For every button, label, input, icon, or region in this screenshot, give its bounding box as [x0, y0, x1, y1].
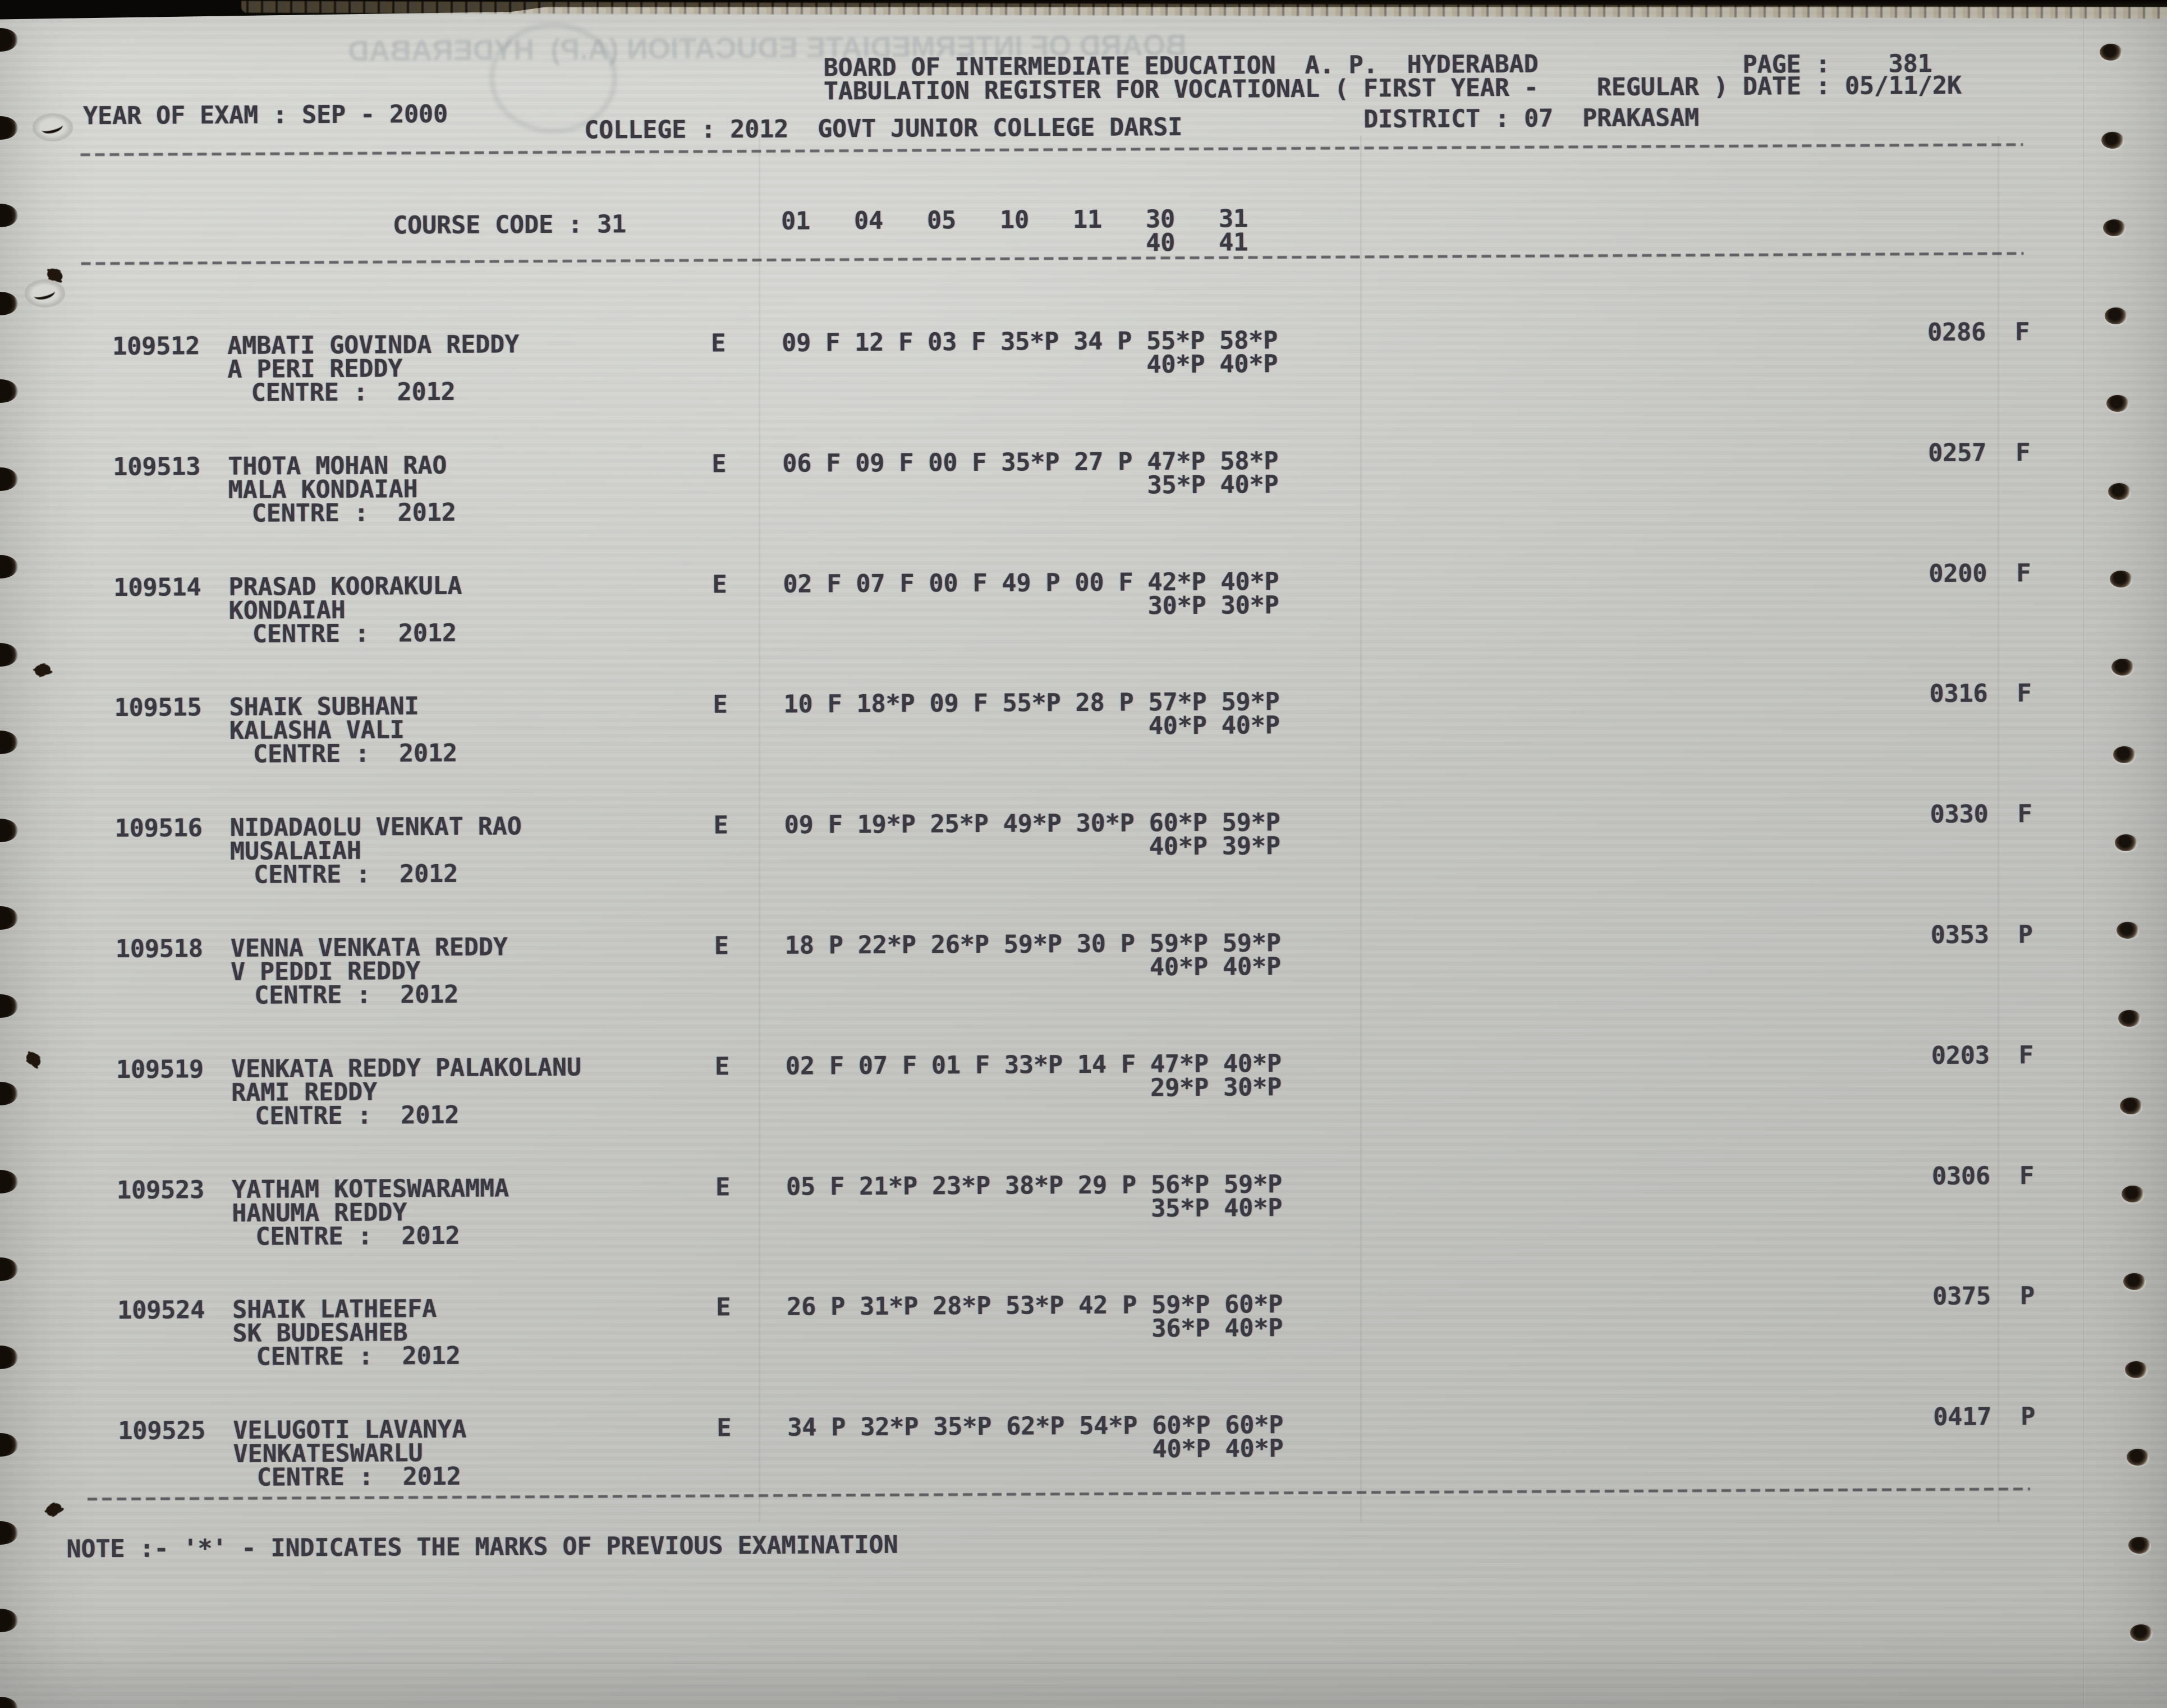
centre-line: CENTRE : 2012: [255, 1101, 460, 1131]
marks-line-2: 35*P 40*P: [1147, 470, 1279, 500]
punch-hole: [2130, 1624, 2152, 1641]
marks-line-2: 29*P 30*P: [1150, 1073, 1282, 1103]
medium-code: E: [716, 1293, 731, 1322]
medium-code: E: [715, 1173, 731, 1202]
table-row: 109523 YATHAM KOTESWARAMMA E 05 F 21*P 2…: [2, 1161, 2167, 1300]
centre-line: CENTRE : 2012: [255, 1222, 460, 1251]
table-row: 109516 NIDADAOLU VENKAT RAO E 09 F 19*P …: [0, 800, 2167, 938]
marks-line-2: 30*P 30*P: [1147, 591, 1279, 620]
register-number: 109523: [117, 1176, 205, 1205]
table-row: 109519 VENKATA REDDY PALAKOLANU E 02 F 0…: [1, 1041, 2167, 1179]
register-number: 109515: [114, 694, 202, 723]
punch-hole: [2105, 307, 2127, 324]
punch-hole: [2117, 922, 2139, 939]
subject-codes-row2: 40 41: [1146, 228, 1248, 258]
marks-line-2: 40*P 40*P: [1146, 350, 1278, 379]
total-result: 0200 F: [1929, 559, 2031, 588]
medium-code: E: [711, 450, 727, 479]
punch-hole: [2110, 571, 2132, 587]
table-row: 109513 THOTA MOHAN RAO E 06 F 09 F 00 F …: [0, 439, 2165, 577]
table-row: 109525 VELUGOTI LAVANYA E 34 P 32*P 35*P…: [3, 1403, 2167, 1541]
medium-code: E: [713, 811, 728, 840]
centre-line: CENTRE : 2012: [251, 498, 456, 528]
punch-hole: [2113, 746, 2136, 763]
total-result: 0330 F: [1930, 800, 2032, 829]
centre-line: CENTRE : 2012: [254, 860, 458, 889]
bleedthrough-emblem: [489, 22, 617, 134]
punch-hole: [2123, 1273, 2146, 1290]
register-number: 109513: [113, 453, 201, 481]
centre-line: CENTRE : 2012: [251, 378, 456, 407]
printout-paper: BOARD OF INTERMEDIATE EDUCATION (A.P) HY…: [0, 7, 2167, 1708]
marks-line-2: 35*P 40*P: [1151, 1193, 1283, 1223]
table-row: 109518 VENNA VENKATA REDDY E 18 P 22*P 2…: [1, 921, 2167, 1059]
district-line: DISTRICT : 07 PRAKASAM: [1363, 104, 1700, 134]
punch-hole: [2125, 1361, 2147, 1378]
marks-line-2: 40*P 40*P: [1148, 711, 1280, 741]
punch-hole: [2106, 395, 2129, 412]
centre-line: CENTRE : 2012: [256, 1463, 461, 1492]
total-result: 0257 F: [1928, 438, 2031, 467]
medium-code: E: [711, 329, 726, 358]
medium-code: E: [717, 1414, 732, 1443]
torn-punch-hole: [25, 279, 65, 307]
college-line: COLLEGE : 2012 GOVT JUNIOR COLLEGE DARSI: [584, 113, 1183, 145]
separator-line: [81, 252, 2024, 265]
punch-hole: [2122, 1185, 2144, 1202]
bleedthrough-rule: [759, 136, 760, 1522]
paper-fold-crease: [0, 1663, 2167, 1665]
punch-hole: [2127, 1449, 2149, 1466]
medium-code: E: [714, 932, 729, 961]
medium-code: E: [712, 570, 727, 599]
centre-line: CENTRE : 2012: [254, 980, 459, 1010]
punch-hole: [2108, 483, 2131, 500]
register-number: 109518: [115, 935, 204, 964]
total-result: 0353 P: [1930, 921, 2033, 950]
year-of-exam: YEAR OF EXAM : SEP - 2000: [83, 100, 448, 131]
marks-line-2: 40*P 39*P: [1149, 832, 1281, 861]
punch-hole: [2118, 1009, 2141, 1027]
total-result: 0286 F: [1927, 318, 2030, 347]
total-result: 0306 F: [1931, 1161, 2035, 1191]
register-number: 109525: [118, 1417, 206, 1446]
table-row: 109512 AMBATI GOVINDA REDDY E 09 F 12 F …: [0, 318, 2165, 456]
punch-hole: [2103, 219, 2125, 236]
centre-line: CENTRE : 2012: [256, 1342, 461, 1372]
note-line: NOTE :- '*' - INDICATES THE MARKS OF PRE…: [66, 1531, 898, 1564]
bleedthrough-rule: [1998, 136, 1999, 1522]
punch-hole: [2115, 834, 2137, 851]
register-number: 109519: [116, 1055, 204, 1084]
centre-line: CENTRE : 2012: [252, 740, 458, 769]
marks-line-2: 36*P 40*P: [1151, 1314, 1283, 1343]
total-result: 0316 F: [1929, 679, 2032, 709]
table-row: 109514 PRASAD KOORAKULA E 02 F 07 F 00 F…: [0, 559, 2166, 697]
register-number: 109524: [117, 1296, 205, 1325]
punch-hole: [2120, 1098, 2142, 1114]
total-result: 0203 F: [1931, 1041, 2034, 1070]
register-number: 109516: [114, 814, 203, 843]
sprocket-strip-crease: [2083, 7, 2085, 1708]
punch-hole: [2111, 658, 2134, 676]
separator-line: [80, 143, 2023, 157]
total-result: 0417 P: [1933, 1403, 2036, 1432]
marks-line-2: 40*P 40*P: [1152, 1435, 1284, 1464]
total-result: 0375 P: [1932, 1282, 2035, 1311]
table-row: 109515 SHAIK SUBHANI E 10 F 18*P 09 F 55…: [0, 679, 2167, 818]
table-row: 109524 SHAIK LATHEEFA E 26 P 31*P 28*P 5…: [2, 1283, 2167, 1420]
course-code-line: COURSE CODE : 31: [393, 210, 627, 240]
register-number: 109514: [113, 573, 201, 602]
medium-code: E: [714, 1053, 730, 1081]
punch-hole: [2101, 131, 2124, 149]
marks-line-2: 40*P 40*P: [1149, 953, 1282, 982]
punch-hole: [2100, 44, 2122, 61]
register-number: 109512: [112, 332, 200, 361]
punch-hole: [2128, 1536, 2151, 1554]
centre-line: CENTRE : 2012: [252, 619, 457, 649]
medium-code: E: [713, 691, 728, 719]
torn-punch-hole: [33, 113, 73, 141]
register-header: TABULATION REGISTER FOR VOCATIONAL ( FIR…: [823, 71, 1962, 106]
bleedthrough-rule: [1360, 136, 1362, 1522]
